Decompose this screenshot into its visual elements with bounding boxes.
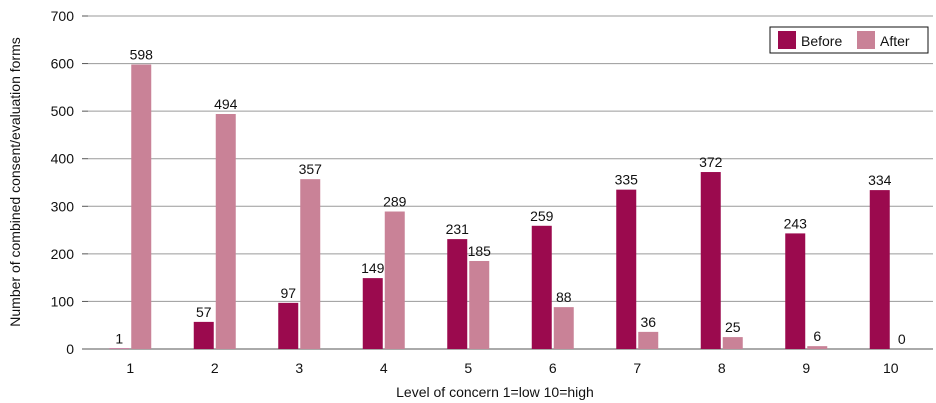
bar-after-1 [131,64,152,349]
data-label-after-3: 357 [299,161,323,177]
y-tick-label: 400 [51,151,75,167]
bar-after-8 [722,337,743,349]
legend-swatch-before [778,31,796,49]
bar-after-2 [215,113,236,349]
data-label-after-7: 36 [640,314,656,330]
data-label-before-3: 97 [280,285,296,301]
legend-swatch-after [857,31,875,49]
legend-label-after: After [880,33,910,49]
data-label-before-1: 1 [115,331,123,347]
x-tick-label: 1 [126,360,134,376]
x-tick-label: 8 [718,360,726,376]
data-label-after-8: 25 [725,319,741,335]
bar-after-5 [469,260,490,349]
data-label-before-7: 335 [615,172,639,188]
bar-after-4 [384,211,405,349]
x-axis-title: Level of concern 1=low 10=high [396,384,594,400]
data-label-after-6: 88 [556,289,572,305]
data-label-before-4: 149 [361,260,385,276]
legend-label-before: Before [801,33,842,49]
bar-before-10 [869,190,890,349]
bars [109,64,890,349]
bar-before-8 [700,172,721,349]
x-tick-label: 9 [802,360,810,376]
legend-box [769,26,929,54]
bar-before-7 [616,189,637,349]
y-axis-ticks: 0 100 200 300 400 500 600 700 [51,8,75,357]
bar-after-6 [553,307,574,349]
data-label-before-10: 334 [868,172,892,188]
bar-after-3 [300,179,321,349]
y-tick-label: 200 [51,246,75,262]
data-label-before-6: 259 [530,208,554,224]
data-label-after-1: 598 [130,47,154,63]
x-tick-label: 6 [549,360,557,376]
y-tick-label: 700 [51,8,75,24]
y-axis-title: Number of combined consent/evaluation fo… [7,37,23,326]
bar-before-2 [193,321,214,349]
y-tick-label: 300 [51,198,75,214]
legend: Before After [769,26,929,54]
data-label-after-5: 185 [468,243,492,259]
x-tick-label: 5 [464,360,472,376]
x-tick-label: 2 [211,360,219,376]
gridlines [82,15,933,350]
x-tick-label: 10 [883,360,899,376]
data-label-after-10: 0 [898,331,906,347]
x-axis-ticks: 1 2 3 4 5 6 7 8 9 10 [126,360,898,376]
data-label-after-4: 289 [383,194,407,210]
y-tick-label: 500 [51,103,75,119]
bar-after-9 [807,346,828,349]
data-label-before-8: 372 [699,154,723,170]
data-label-before-5: 231 [446,221,470,237]
bar-before-4 [362,278,383,349]
data-label-before-2: 57 [196,304,212,320]
bar-after-7 [638,331,659,349]
data-labels: 1 598 57 494 97 357 149 289 231 185 259 88 335 36 372 2… [115,47,906,347]
data-label-after-2: 494 [214,96,238,112]
bar-before-5 [447,239,468,349]
y-tick-label: 600 [51,56,75,72]
data-label-after-9: 6 [813,328,821,344]
data-label-before-9: 243 [784,215,808,231]
bar-before-6 [531,225,552,349]
x-tick-label: 7 [633,360,641,376]
y-tick-label: 0 [66,341,74,357]
bar-before-9 [785,233,806,349]
y-tick-label: 100 [51,293,75,309]
x-tick-label: 4 [380,360,388,376]
bar-before-3 [278,302,299,349]
x-tick-label: 3 [295,360,303,376]
